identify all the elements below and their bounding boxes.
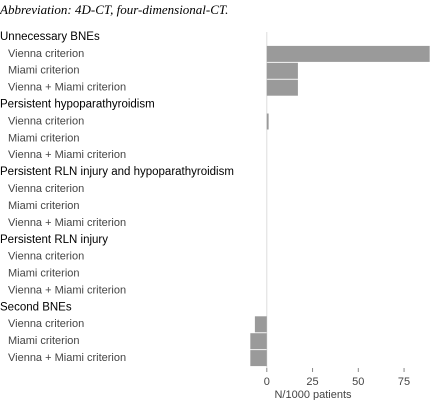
bar	[254, 316, 267, 333]
category-label: Vienna + Miami criterion	[8, 284, 126, 296]
category-label: Miami criterion	[8, 335, 80, 347]
category-label: Vienna criterion	[8, 318, 84, 330]
bar	[250, 333, 267, 350]
group-label: Persistent RLN injury	[0, 234, 108, 246]
category-label: Vienna criterion	[8, 251, 84, 263]
category-label: Vienna + Miami criterion	[8, 149, 126, 161]
group-label: Unnecessary BNEs	[0, 31, 100, 43]
bar	[266, 79, 298, 96]
category-label: Vienna + Miami criterion	[8, 352, 126, 364]
group-label: Persistent hypoparathyroidism	[0, 99, 155, 111]
category-label: Vienna criterion	[8, 183, 84, 195]
caption: Abbreviation: 4D-CT, four-dimensional-CT…	[0, 2, 228, 17]
category-label: Vienna criterion	[8, 48, 84, 60]
bar	[266, 113, 269, 130]
category-label: Miami criterion	[8, 268, 80, 280]
bar	[250, 350, 267, 367]
category-label: Miami criterion	[8, 132, 80, 144]
category-label: Vienna + Miami criterion	[8, 82, 126, 94]
category-label: Vienna criterion	[8, 115, 84, 127]
group-label: Persistent RLN injury and hypoparathyroi…	[0, 166, 234, 178]
group-label: Second BNEs	[0, 301, 72, 313]
category-label: Miami criterion	[8, 200, 80, 212]
x-axis-label: N/1000 patients	[274, 389, 352, 400]
x-tick-label: 50	[352, 376, 364, 388]
category-label: Miami criterion	[8, 65, 80, 77]
x-tick-label: 0	[264, 376, 270, 388]
bar	[266, 45, 430, 62]
x-tick-label: 75	[398, 376, 410, 388]
x-tick-label: 25	[306, 376, 318, 388]
bar	[266, 62, 298, 79]
category-label: Vienna + Miami criterion	[8, 217, 126, 229]
